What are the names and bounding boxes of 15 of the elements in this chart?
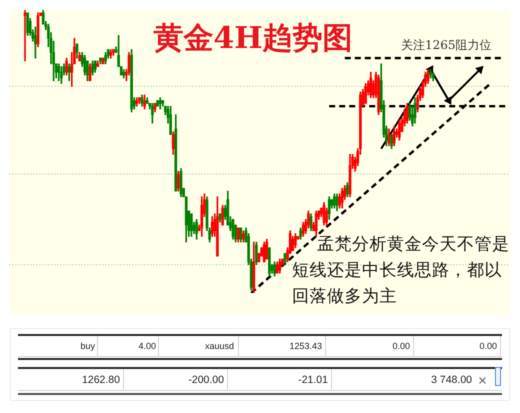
text: -200.00: [188, 374, 224, 386]
text: 1262.80: [82, 374, 120, 386]
annotation: 孟梵分析黄金今天不管是短线还是中长线思路，都以回落做多为主: [292, 234, 510, 306]
text: 0.00: [392, 340, 410, 352]
text: 1253.43: [289, 340, 322, 352]
text: -21.01: [298, 374, 328, 386]
text: buy: [80, 340, 95, 352]
text: xauusd: [204, 340, 234, 352]
text: 3 748.00: [431, 374, 472, 386]
text: 4.00: [138, 340, 156, 352]
candlestick: [156, 100, 159, 107]
text: 0.00: [479, 340, 497, 352]
chart-title: 黄金4H趋势图: [153, 20, 353, 56]
annotation: 关注1265阻力位: [401, 38, 492, 52]
candlestick: [102, 58, 104, 64]
